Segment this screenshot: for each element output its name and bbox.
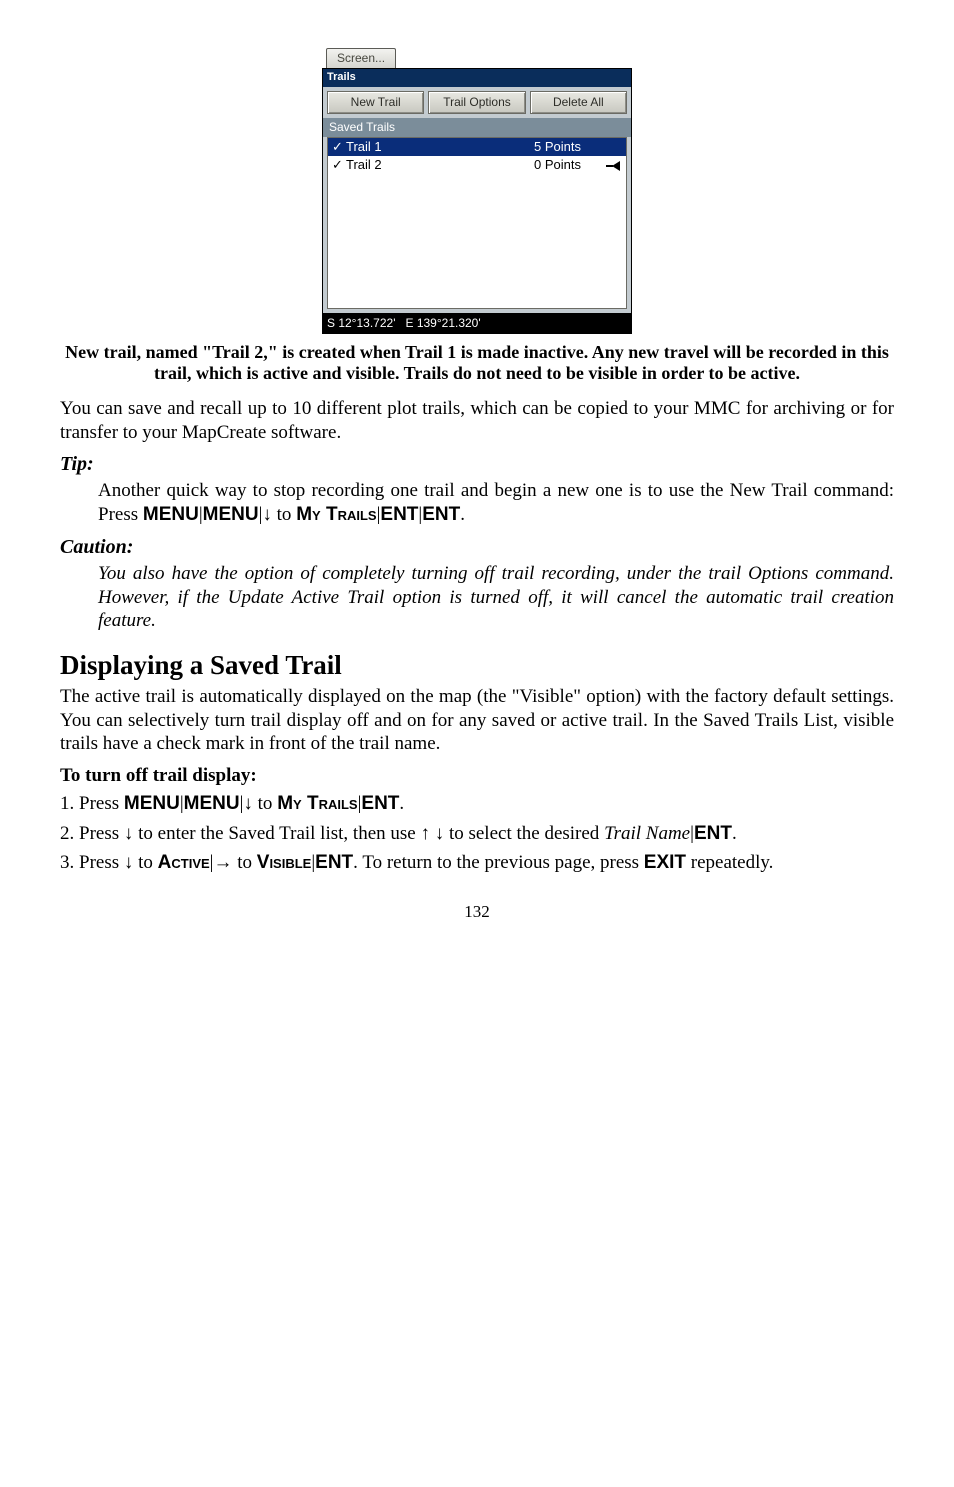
saved-trails-header: Saved Trails — [323, 118, 631, 137]
subheading: To turn off trail display: — [60, 764, 894, 788]
new-trail-button[interactable]: New Trail — [327, 91, 424, 114]
paragraph: The active trail is automatically displa… — [60, 685, 894, 756]
figure-caption: New trail, named "Trail 2," is created w… — [60, 342, 894, 385]
trail-points: 5 Points — [534, 139, 604, 155]
coordinate-bar: S 12°13.722' E 139°21.320' — [323, 313, 631, 333]
screen-tab[interactable]: Screen... — [326, 48, 396, 68]
trail-row-2[interactable]: ✓ Trail 2 0 Points — [328, 156, 626, 174]
button-row: New Trail Trail Options Delete All — [323, 87, 631, 118]
tip-heading: Tip: — [60, 452, 894, 477]
latitude-readout: S 12°13.722' — [327, 316, 395, 331]
trail-options-button[interactable]: Trail Options — [428, 91, 525, 114]
trail-name: Trail 1 — [346, 139, 534, 155]
trail-name: Trail 2 — [346, 157, 534, 173]
window-title: Trails — [323, 69, 631, 87]
caution-heading: Caution: — [60, 535, 894, 560]
page-number: 132 — [60, 901, 894, 922]
step-2: 2. Press ↓ to enter the Saved Trail list… — [60, 822, 894, 846]
trail-list: ✓ Trail 1 5 Points ✓ Trail 2 0 Points — [327, 137, 627, 309]
section-heading: Displaying a Saved Trail — [60, 649, 894, 683]
trail-row-1[interactable]: ✓ Trail 1 5 Points — [328, 138, 626, 156]
device-screenshot: Screen... Trails New Trail Trail Options… — [322, 48, 632, 334]
caution-body: You also have the option of completely t… — [98, 562, 894, 633]
tip-body: Another quick way to stop recording one … — [98, 479, 894, 527]
delete-all-button[interactable]: Delete All — [530, 91, 627, 114]
step-1: 1. Press MENU|MENU|↓ to My Trails|ENT. — [60, 792, 894, 816]
cursor-arrow-icon — [604, 157, 620, 173]
step-3: 3. Press ↓ to Active|→ to Visible|ENT. T… — [60, 851, 894, 875]
check-icon: ✓ — [332, 157, 346, 173]
trails-window: Trails New Trail Trail Options Delete Al… — [322, 68, 632, 334]
paragraph: You can save and recall up to 10 differe… — [60, 397, 894, 445]
trail-points: 0 Points — [534, 157, 604, 173]
check-icon: ✓ — [332, 139, 346, 155]
longitude-readout: E 139°21.320' — [405, 316, 480, 331]
